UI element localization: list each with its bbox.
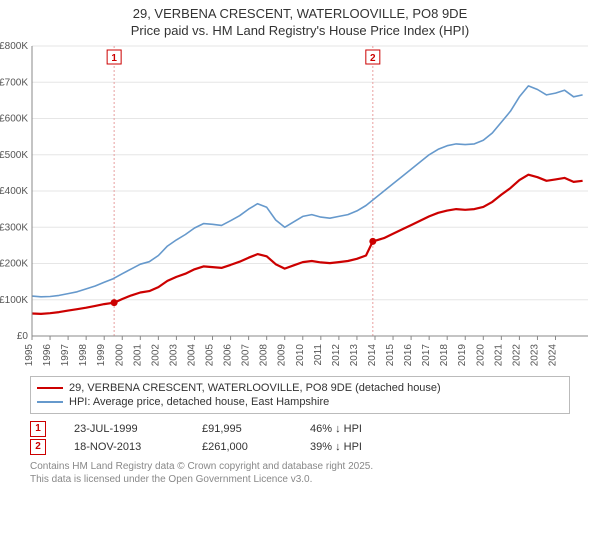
svg-text:£200K: £200K <box>0 258 28 269</box>
sale-delta: 46% ↓ HPI <box>310 423 362 435</box>
footer-line1: Contains HM Land Registry data © Crown c… <box>30 460 570 473</box>
svg-text:2022: 2022 <box>511 343 522 366</box>
svg-text:2010: 2010 <box>295 343 306 366</box>
svg-text:1995: 1995 <box>24 343 35 366</box>
svg-text:2016: 2016 <box>403 343 414 366</box>
svg-text:2017: 2017 <box>421 343 432 366</box>
svg-text:1998: 1998 <box>78 343 89 366</box>
svg-text:2024: 2024 <box>548 343 559 366</box>
svg-text:2009: 2009 <box>277 343 288 366</box>
svg-text:2012: 2012 <box>331 343 342 366</box>
svg-text:2018: 2018 <box>439 343 450 366</box>
sale-price: £261,000 <box>202 441 282 453</box>
legend-row: HPI: Average price, detached house, East… <box>37 395 563 409</box>
svg-text:2005: 2005 <box>205 343 216 366</box>
sale-price: £91,995 <box>202 423 282 435</box>
legend-swatch <box>37 401 63 403</box>
svg-text:£100K: £100K <box>0 295 28 306</box>
sale-marker-icon: 1 <box>30 421 46 437</box>
legend-swatch <box>37 387 63 389</box>
svg-text:2021: 2021 <box>493 343 504 366</box>
legend-label: 29, VERBENA CRESCENT, WATERLOOVILLE, PO8… <box>69 382 441 394</box>
svg-text:2003: 2003 <box>168 343 179 366</box>
svg-text:2007: 2007 <box>241 343 252 366</box>
legend-row: 29, VERBENA CRESCENT, WATERLOOVILLE, PO8… <box>37 381 563 395</box>
svg-text:1999: 1999 <box>96 343 107 366</box>
svg-text:2013: 2013 <box>349 343 360 366</box>
svg-text:2001: 2001 <box>132 343 143 366</box>
svg-text:2008: 2008 <box>259 343 270 366</box>
svg-text:2020: 2020 <box>475 343 486 366</box>
svg-text:2011: 2011 <box>313 343 324 365</box>
legend-label: HPI: Average price, detached house, East… <box>69 396 329 408</box>
svg-text:1997: 1997 <box>60 343 71 366</box>
svg-text:2: 2 <box>370 53 376 64</box>
svg-text:£0: £0 <box>17 331 29 342</box>
svg-text:£700K: £700K <box>0 77 28 88</box>
svg-text:£800K: £800K <box>0 42 28 52</box>
sale-date: 18-NOV-2013 <box>74 441 174 453</box>
sale-row: 2 18-NOV-2013 £261,000 39% ↓ HPI <box>30 438 570 456</box>
title-address: 29, VERBENA CRESCENT, WATERLOOVILLE, PO8… <box>133 6 468 21</box>
footer-line2: This data is licensed under the Open Gov… <box>30 473 570 486</box>
svg-text:1996: 1996 <box>42 343 53 366</box>
svg-text:2014: 2014 <box>367 343 378 366</box>
sale-date: 23-JUL-1999 <box>74 423 174 435</box>
sales-table: 1 23-JUL-1999 £91,995 46% ↓ HPI 2 18-NOV-2013… <box>30 420 570 456</box>
svg-text:1: 1 <box>111 53 117 64</box>
svg-text:2006: 2006 <box>223 343 234 366</box>
svg-text:2004: 2004 <box>186 343 197 366</box>
svg-text:£600K: £600K <box>0 113 28 124</box>
title-subtitle: Price paid vs. HM Land Registry's House … <box>4 23 596 40</box>
svg-text:2002: 2002 <box>150 343 161 366</box>
sale-row: 1 23-JUL-1999 £91,995 46% ↓ HPI <box>30 420 570 438</box>
svg-text:£400K: £400K <box>0 186 28 197</box>
svg-text:2015: 2015 <box>385 343 396 366</box>
sale-delta: 39% ↓ HPI <box>310 441 362 453</box>
chart-title: 29, VERBENA CRESCENT, WATERLOOVILLE, PO8… <box>0 0 600 42</box>
svg-text:2000: 2000 <box>114 343 125 366</box>
sale-marker-icon: 2 <box>30 439 46 455</box>
svg-text:2019: 2019 <box>457 343 468 366</box>
svg-text:£300K: £300K <box>0 222 28 233</box>
legend: 29, VERBENA CRESCENT, WATERLOOVILLE, PO8… <box>30 376 570 414</box>
svg-text:2023: 2023 <box>529 343 540 366</box>
line-chart: £0 £100K £200K £300K £400K £500K £600K £700K £80… <box>0 42 600 372</box>
svg-text:£500K: £500K <box>0 150 28 161</box>
attribution-footer: Contains HM Land Registry data © Crown c… <box>30 460 570 486</box>
